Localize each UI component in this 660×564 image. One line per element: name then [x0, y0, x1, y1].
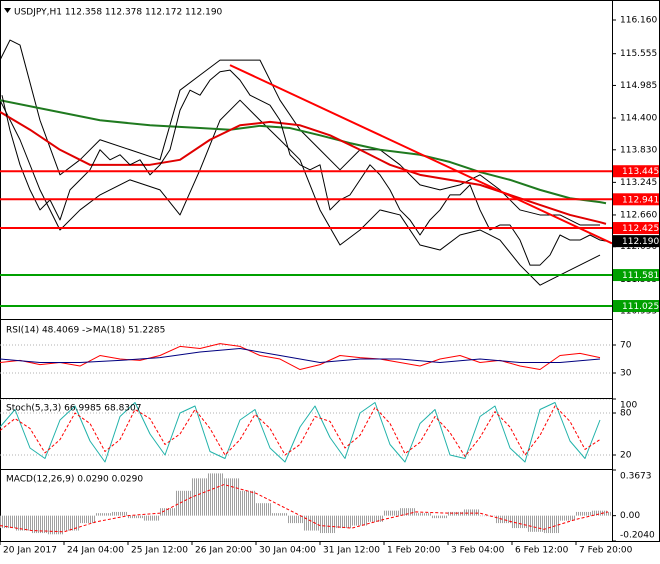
histogram-bar	[128, 515, 144, 519]
histogram-bar	[48, 515, 64, 535]
y-tick-label: -0.2040	[620, 531, 655, 541]
histogram-bar	[144, 515, 160, 521]
histogram-bar	[224, 478, 240, 516]
series-line	[1, 69, 607, 266]
y-tick-label: 116.160	[620, 15, 657, 25]
level-label: 112.425	[622, 224, 659, 234]
level-label-box	[613, 269, 659, 282]
level-label: 111.025	[622, 302, 659, 312]
histogram-bar	[112, 511, 128, 516]
panel-title: RSI(14) 48.4069 ->MA(18) 51.2285	[6, 326, 165, 336]
frame	[0, 0, 660, 542]
histogram-bar	[96, 513, 112, 516]
last-price-box	[613, 235, 659, 248]
panel-title: MACD(12,26,9) 0.0290 0.0290	[6, 475, 143, 485]
histogram-bar	[160, 508, 176, 516]
series-line	[0, 99, 607, 205]
y-tick-label: 115.555	[620, 49, 657, 59]
histogram-bar	[384, 510, 400, 516]
x-tick-label: 30 Jan 04:00	[259, 546, 316, 556]
histogram-bar	[0, 515, 16, 529]
histogram-bar	[80, 515, 96, 524]
x-tick-label: 24 Jan 04:00	[67, 546, 124, 556]
histogram-bar	[544, 515, 560, 534]
y-tick-label: 80	[620, 409, 632, 419]
series-line	[0, 343, 601, 371]
level-label: 113.445	[622, 167, 659, 177]
level-label: 112.941	[622, 195, 659, 205]
last-price-label: 112.190	[622, 237, 659, 247]
series-line	[0, 484, 609, 533]
histogram-bar	[192, 478, 208, 516]
histogram-bar	[208, 473, 224, 516]
level-label-box	[613, 165, 659, 178]
y-tick-label: 100	[620, 401, 637, 411]
panel	[0, 39, 612, 286]
histogram-bar	[256, 503, 272, 516]
histogram-bar	[576, 511, 592, 516]
series-line	[0, 99, 601, 286]
y-tick-label: 112.090	[620, 242, 657, 252]
histogram-bar	[352, 515, 368, 526]
histogram-bar	[16, 515, 32, 531]
y-tick-label: 113.245	[620, 178, 657, 188]
x-tick-label: 25 Jan 12:00	[131, 546, 188, 556]
series-line	[0, 405, 601, 457]
panel-title: USDJPY,H1 112.358 112.378 112.172 112.19…	[14, 8, 223, 18]
y-tick-label: 30	[620, 369, 632, 379]
histogram-bar	[304, 515, 320, 531]
x-tick-label: 26 Jan 20:00	[195, 546, 252, 556]
series-line	[0, 402, 601, 463]
x-tick-label: 3 Feb 04:00	[451, 546, 505, 556]
series-line	[229, 64, 612, 245]
y-tick-label: 113.830	[620, 145, 657, 155]
histogram-bar	[464, 509, 480, 516]
level-label: 111.581	[622, 271, 659, 281]
panel-title: Stoch(5,3,3) 66.9985 68.8307	[6, 404, 141, 414]
histogram-bar	[64, 515, 80, 531]
histogram-bar	[592, 510, 608, 516]
y-tick-label: 112.660	[620, 210, 657, 220]
histogram-bar	[32, 515, 48, 534]
histogram-bar	[400, 508, 416, 516]
level-label-box	[613, 222, 659, 235]
series-line	[0, 348, 601, 364]
y-tick-label: 114.400	[620, 114, 657, 124]
histogram-bar	[240, 490, 256, 516]
histogram-bar	[480, 515, 496, 517]
histogram-bar	[336, 515, 352, 529]
x-tick-label: 6 Feb 12:00	[515, 546, 569, 556]
level-label-box	[613, 193, 659, 206]
x-tick-label: 7 Feb 20:00	[579, 546, 633, 556]
panel	[0, 343, 612, 374]
panel	[0, 399, 612, 463]
histogram-bar	[176, 490, 192, 516]
histogram-bar	[528, 515, 544, 532]
histogram-bar	[416, 513, 432, 516]
histogram-bar	[320, 515, 336, 534]
x-tick-label: 31 Jan 12:00	[323, 546, 380, 556]
histogram-bar	[272, 513, 288, 516]
histogram-bar	[432, 515, 448, 519]
x-tick-label: 20 Jan 2017	[3, 546, 57, 556]
menu-arrow	[4, 8, 11, 13]
y-tick-label: 0.00	[620, 511, 640, 521]
histogram-bar	[608, 511, 612, 516]
histogram-bar	[288, 515, 304, 524]
y-tick-label: 114.985	[620, 81, 657, 91]
histogram-bar	[496, 515, 512, 524]
histogram-bar	[560, 515, 576, 521]
y-tick-label: 0.3673	[620, 472, 652, 482]
y-tick-label: 70	[620, 341, 632, 351]
y-tick-label: 20	[620, 451, 632, 461]
level-label-box	[613, 300, 659, 313]
histogram-bar	[512, 515, 528, 529]
series-line	[0, 39, 600, 226]
histogram-bar	[368, 515, 384, 522]
x-tick-label: 1 Feb 20:00	[387, 546, 441, 556]
panel	[0, 473, 612, 535]
histogram-bar	[448, 511, 464, 516]
